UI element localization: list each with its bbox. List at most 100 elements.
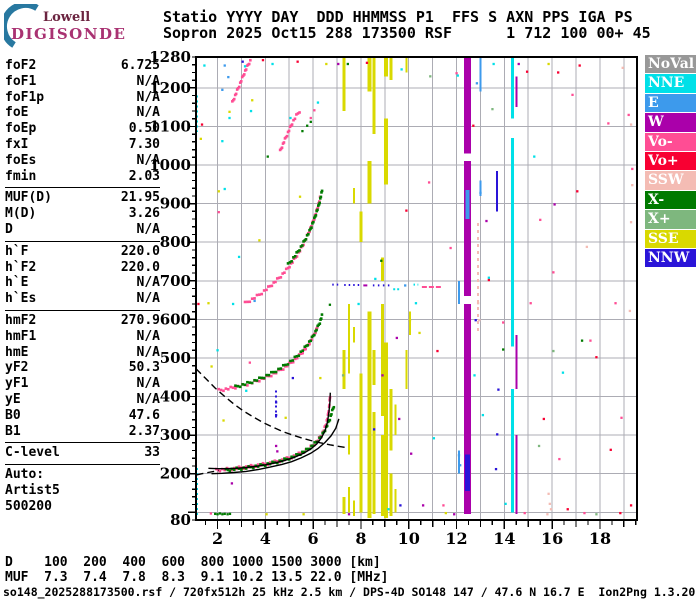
echo-dot — [275, 460, 279, 463]
param-foF2: foF2 6.725 — [5, 58, 160, 74]
scatter-dot — [444, 511, 447, 515]
param-label: h`F — [5, 243, 29, 259]
echo-dot — [285, 456, 289, 459]
scatter-dot — [309, 116, 312, 120]
scatter-dot — [614, 302, 617, 305]
scatter-dot — [274, 444, 278, 448]
scatter-dot — [542, 417, 545, 421]
echo-dot — [310, 226, 313, 229]
echo-dot — [318, 436, 321, 440]
echo-dot — [269, 374, 273, 378]
y-tick-label: 1100 — [149, 117, 191, 135]
scatter-dot — [216, 349, 219, 352]
scatter-dot — [216, 513, 219, 516]
param-MUF(D): MUF(D) 21.95 — [5, 190, 160, 206]
scatter-dot — [365, 61, 369, 64]
scatter-dot — [629, 504, 633, 507]
echo-dot — [309, 339, 313, 343]
param-value: 0.50 — [128, 121, 160, 137]
logo-lowell-text: Lowell — [43, 10, 91, 25]
echo-dot — [258, 376, 261, 380]
scatter-dot — [243, 65, 247, 68]
param-yF1: yF1 N/A — [5, 376, 160, 392]
echo-dot — [283, 271, 286, 275]
scatter-dot — [492, 62, 495, 66]
param-label: h`E — [5, 275, 29, 291]
scatter-dot — [223, 187, 226, 191]
x-tick-label: 14 — [493, 529, 515, 548]
x-tick-label: 10 — [398, 529, 420, 548]
scatter-dot — [436, 349, 439, 353]
param-foF1: foF1 N/A — [5, 74, 160, 90]
scatter-dot — [274, 401, 278, 404]
echo-dot — [238, 385, 242, 389]
x-tick-label: 8 — [355, 529, 366, 548]
echo-dot — [332, 405, 336, 409]
panel-divider — [5, 187, 160, 189]
legend-item-Vo+: Vo+ — [645, 151, 696, 171]
param-foE: foE N/A — [5, 105, 160, 121]
echo-dot — [330, 413, 333, 416]
y-tick-label: 800 — [160, 233, 191, 251]
panel-divider — [5, 309, 160, 311]
param-value: N/A — [136, 89, 160, 105]
scatter-dot — [289, 116, 292, 120]
lowell-digisonde-logo: Lowell DIGISONDE — [4, 4, 134, 48]
echo-dot — [320, 313, 324, 316]
echo-dot — [247, 465, 250, 468]
scatter-dot — [347, 513, 351, 516]
scatter-dot — [301, 129, 304, 133]
scatter-dot — [585, 245, 589, 249]
echo-dot — [235, 88, 239, 91]
echo-dot — [288, 261, 292, 264]
echo-dot — [301, 450, 304, 454]
scatter-dot — [487, 276, 491, 279]
param-label: yE — [5, 391, 21, 407]
echo-dot — [325, 424, 329, 428]
scatter-dot — [502, 348, 505, 351]
param-label: fxI — [5, 136, 29, 152]
echo-dot — [267, 373, 271, 377]
scatter-dot — [496, 433, 499, 436]
panel-divider — [5, 464, 160, 466]
scatter-dot — [237, 255, 241, 259]
parameter-panel: foF2 6.725 foF1 N/A foF1p N/A foE N/A foEp 0.50 fx… — [5, 58, 160, 515]
echo-dot — [293, 357, 297, 361]
scatter-dot — [629, 123, 633, 126]
echo-dot — [269, 370, 273, 374]
echo-dot — [285, 134, 289, 138]
echo-dot — [261, 461, 265, 465]
echo-dot — [231, 386, 235, 389]
echo-dot — [272, 370, 275, 374]
direction-color-legend: NoVal NNE E W Vo- Vo+ SSW X- X+ SSE NNW — [645, 55, 696, 268]
scatter-dot — [231, 302, 235, 306]
echo-dot — [320, 191, 323, 194]
scatter-dot — [266, 155, 269, 158]
scatter-dot — [547, 62, 550, 66]
scatter-dot — [408, 319, 412, 322]
scatter-dot — [298, 195, 302, 198]
param-h`F2: h`F2 220.0 — [5, 260, 160, 276]
scatter-dot — [558, 457, 561, 461]
param-value: N/A — [136, 221, 160, 237]
echo-dot — [306, 343, 310, 347]
scatter-dot — [481, 413, 485, 417]
echo-dot — [286, 266, 290, 270]
scatter-dot — [210, 365, 213, 368]
scatter-dot — [271, 62, 274, 66]
scatter-dot — [547, 492, 550, 495]
echo-dot — [279, 276, 283, 279]
echo-dot — [273, 459, 277, 463]
echo-dot — [229, 385, 232, 389]
echo-dot — [239, 80, 243, 83]
echo-dot — [295, 113, 298, 116]
scatter-dot — [357, 302, 360, 306]
echo-dot — [286, 262, 290, 265]
echo-dot — [219, 388, 223, 392]
param-fmin: fmin 2.03 — [5, 169, 160, 185]
param-value: N/A — [136, 376, 160, 392]
muf-table-row: MUF 7.3 7.4 7.8 8.3 9.1 10.2 13.5 22.0 [… — [5, 570, 389, 585]
scatter-dot — [457, 454, 461, 457]
y-tick-label: 80 — [170, 511, 191, 529]
echo-dot — [234, 387, 237, 390]
